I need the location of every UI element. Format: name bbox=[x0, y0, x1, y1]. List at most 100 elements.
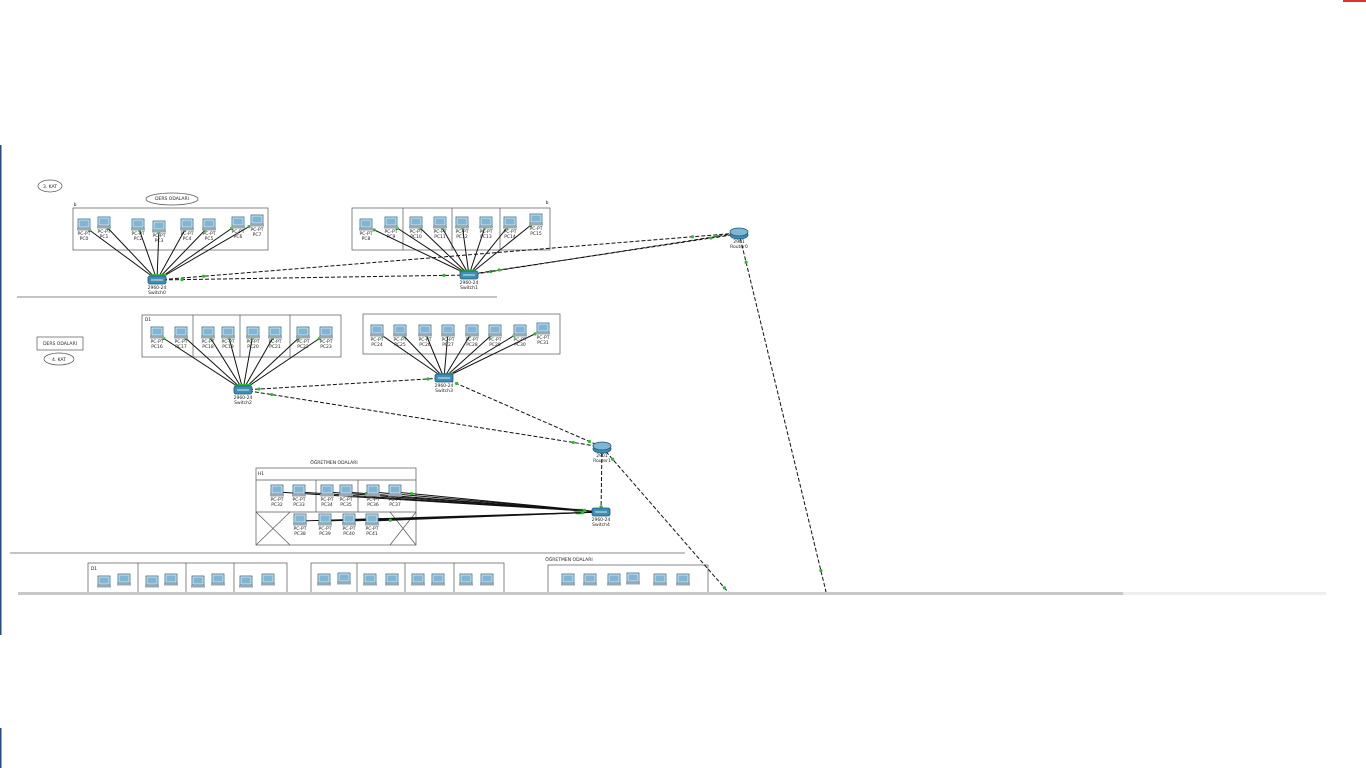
pc-name: PC4 bbox=[183, 236, 192, 242]
pc-base bbox=[131, 228, 145, 231]
link-light bbox=[690, 235, 695, 239]
scrollbar[interactable] bbox=[18, 592, 1123, 595]
pc-screen bbox=[294, 486, 304, 493]
pc-name: PC38 bbox=[294, 531, 306, 537]
pc-base bbox=[97, 585, 111, 588]
pc-model: PC-PT bbox=[98, 229, 111, 235]
pc-screen bbox=[223, 328, 233, 335]
link-light bbox=[455, 381, 459, 386]
box-label: b bbox=[74, 202, 77, 208]
pc-model: PC-PT bbox=[410, 229, 423, 235]
link-light bbox=[744, 260, 748, 264]
pc-name: PC2 bbox=[134, 236, 143, 242]
pc-base bbox=[385, 583, 399, 586]
pc-name: PC9 bbox=[387, 234, 396, 240]
pc-base bbox=[441, 334, 455, 337]
room-box bbox=[72, 207, 269, 251]
dashed-link bbox=[242, 389, 603, 448]
link-light bbox=[372, 228, 376, 232]
link bbox=[443, 329, 544, 379]
box-label: H1 bbox=[258, 471, 264, 477]
link bbox=[468, 223, 511, 276]
pc-model: PC-PT bbox=[366, 526, 379, 532]
router-top bbox=[592, 441, 612, 451]
pc-name: PC40 bbox=[343, 531, 355, 537]
pc-base bbox=[529, 223, 543, 226]
box-label: b bbox=[546, 200, 549, 206]
pc-base bbox=[317, 583, 331, 586]
pc-screen bbox=[531, 215, 541, 222]
pc-base bbox=[676, 583, 690, 586]
link bbox=[103, 223, 158, 281]
pc-model: PC-PT bbox=[132, 231, 145, 237]
pc-model: PC-PT bbox=[321, 497, 334, 503]
link bbox=[439, 223, 470, 276]
pc-model: PC-PT bbox=[175, 339, 188, 345]
pc-base bbox=[479, 226, 493, 229]
pc-screen bbox=[193, 577, 203, 584]
pc-name: PC28 bbox=[466, 342, 478, 348]
link-light bbox=[409, 492, 414, 496]
pc-model: PC-PT bbox=[360, 231, 373, 237]
pc-screen bbox=[99, 577, 109, 584]
pc-screen bbox=[213, 575, 223, 582]
pc-screen bbox=[411, 218, 421, 225]
pc-base bbox=[201, 336, 215, 339]
pc-base bbox=[191, 585, 205, 588]
switch-model: 2960-24 bbox=[460, 280, 479, 286]
pc-model: PC-PT bbox=[294, 526, 307, 532]
pc-screen bbox=[372, 326, 382, 333]
dashed-link bbox=[443, 377, 603, 448]
dashed-link bbox=[242, 377, 445, 391]
pc-model: PC-PT bbox=[480, 229, 493, 235]
pc-base bbox=[365, 523, 379, 526]
room-box bbox=[255, 467, 417, 546]
router-model: 2901 bbox=[596, 453, 608, 459]
pc-name: PC19 bbox=[222, 344, 234, 350]
room-box bbox=[141, 314, 342, 358]
pc-screen bbox=[655, 575, 665, 582]
pc-screen bbox=[204, 220, 214, 227]
link bbox=[443, 331, 521, 379]
link-light bbox=[180, 278, 184, 282]
link-light bbox=[599, 505, 603, 509]
pc-base bbox=[384, 226, 398, 229]
pc-base bbox=[164, 583, 178, 586]
pc-model: PC-PT bbox=[151, 339, 164, 345]
left-edge bbox=[0, 145, 2, 635]
pc-base bbox=[359, 228, 373, 231]
pc-model: PC-PT bbox=[442, 337, 455, 343]
pc-base bbox=[418, 334, 432, 337]
switch-name: Switch4 bbox=[592, 522, 610, 528]
pc-base bbox=[202, 228, 216, 231]
pc-screen bbox=[386, 218, 396, 225]
pc-screen bbox=[241, 577, 251, 584]
pc-base bbox=[653, 583, 667, 586]
switch-name: Switch3 bbox=[435, 388, 453, 394]
link bbox=[242, 333, 327, 391]
pc-screen bbox=[367, 515, 377, 522]
link bbox=[390, 223, 470, 276]
dashed-link bbox=[738, 232, 827, 592]
link-light bbox=[587, 439, 591, 444]
pc-base bbox=[174, 336, 188, 339]
pc-name: PC18 bbox=[202, 344, 214, 350]
pc-name: PC23 bbox=[320, 344, 332, 350]
pc-base bbox=[320, 494, 334, 497]
pc-base bbox=[388, 494, 402, 497]
pc-base bbox=[318, 523, 332, 526]
pc-name: PC12 bbox=[456, 234, 468, 240]
pc-screen bbox=[79, 220, 89, 227]
pc-screen bbox=[413, 575, 423, 582]
pc-base bbox=[268, 336, 282, 339]
link bbox=[242, 333, 276, 391]
pc-model: PC-PT bbox=[367, 497, 380, 503]
pc-model: PC-PT bbox=[320, 339, 333, 345]
pc-screen bbox=[133, 220, 143, 227]
pc-model: PC-PT bbox=[394, 337, 407, 343]
switch-model: 2960-24 bbox=[148, 285, 167, 291]
pc-base bbox=[97, 226, 111, 229]
pc-screen bbox=[99, 218, 109, 225]
topology: 3. KAT DERS ODALARI DERS ODALARI 4. KAT … bbox=[10, 179, 827, 592]
